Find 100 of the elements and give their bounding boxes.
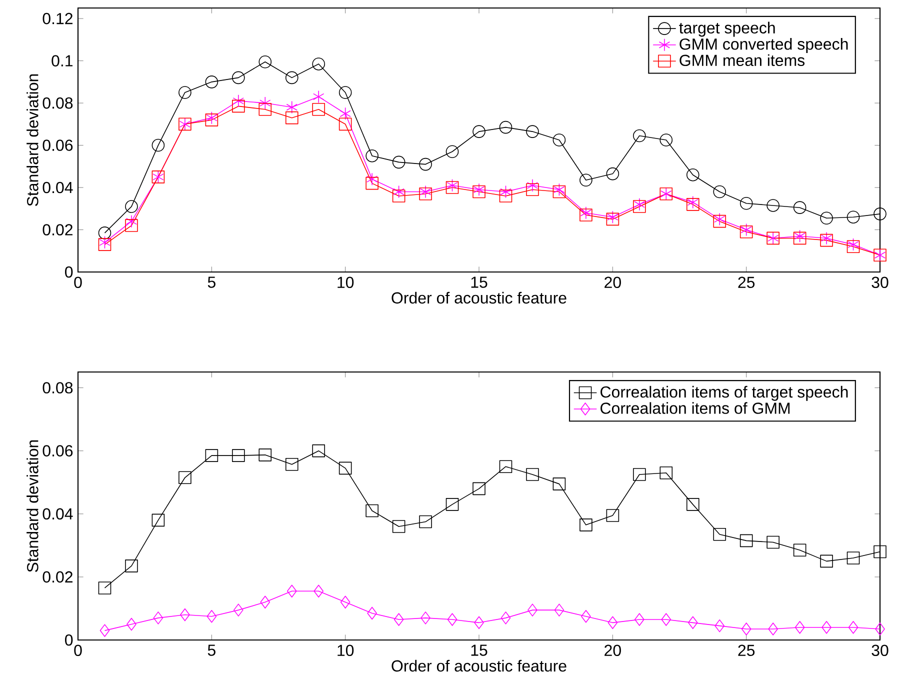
point xyxy=(125,200,138,213)
y-tick-label: 0 xyxy=(65,266,73,278)
point xyxy=(258,102,272,116)
y-axis-title: Standard deviation xyxy=(26,440,38,572)
point xyxy=(606,509,620,522)
point xyxy=(793,544,806,557)
point xyxy=(606,212,620,226)
point xyxy=(232,100,245,113)
point xyxy=(258,448,272,462)
y-tick-label: 0.1 xyxy=(52,55,73,66)
point xyxy=(286,100,298,114)
point xyxy=(846,552,860,564)
point xyxy=(232,449,245,462)
point xyxy=(232,94,244,108)
point xyxy=(794,230,806,242)
point xyxy=(285,111,298,124)
x-tick-label: 20 xyxy=(604,644,621,656)
point xyxy=(607,210,618,224)
point xyxy=(392,156,406,169)
point xyxy=(338,462,352,475)
point xyxy=(340,107,351,120)
y-tick-label: 0.06 xyxy=(42,140,73,151)
point xyxy=(286,584,297,598)
x-tick-label: 5 xyxy=(208,644,216,656)
point xyxy=(846,240,860,254)
point xyxy=(393,185,404,198)
y-tick-label: 0.04 xyxy=(42,508,73,520)
point xyxy=(419,515,432,528)
point xyxy=(608,616,618,630)
point xyxy=(313,90,324,104)
x-tick-label: 0 xyxy=(74,644,82,656)
point xyxy=(446,145,459,158)
point xyxy=(552,478,566,490)
point xyxy=(740,534,753,548)
point xyxy=(312,58,326,70)
point xyxy=(499,460,512,473)
y-tick-label: 0.12 xyxy=(42,12,72,24)
point xyxy=(793,201,806,214)
x-tick-label: 0 xyxy=(74,276,82,288)
point xyxy=(552,134,566,146)
y-tick-label: 0.08 xyxy=(42,382,73,394)
point xyxy=(152,138,165,152)
x-tick-label: 25 xyxy=(738,276,755,288)
point xyxy=(312,444,326,458)
y-tick-label: 0.06 xyxy=(42,445,73,456)
point xyxy=(447,613,458,626)
point xyxy=(234,604,244,616)
point xyxy=(420,612,430,624)
point xyxy=(660,466,673,480)
x-axis-title: Order of acoustic feature xyxy=(392,660,566,672)
point xyxy=(153,612,164,624)
point xyxy=(206,610,217,623)
point xyxy=(314,584,324,598)
point xyxy=(580,174,592,187)
x-tick-label: 30 xyxy=(872,276,888,288)
point xyxy=(660,134,673,146)
point xyxy=(392,190,406,202)
point xyxy=(499,190,512,202)
point xyxy=(285,71,298,84)
point xyxy=(580,206,592,220)
point xyxy=(474,616,484,630)
point xyxy=(580,208,592,222)
point xyxy=(419,158,432,171)
point xyxy=(686,168,700,182)
point xyxy=(874,208,886,220)
point xyxy=(125,560,138,572)
point xyxy=(205,76,218,88)
point xyxy=(312,102,326,116)
point xyxy=(766,199,780,212)
point xyxy=(472,125,486,138)
point xyxy=(500,612,511,624)
point xyxy=(366,176,378,190)
point xyxy=(100,624,110,637)
point xyxy=(874,545,886,558)
point xyxy=(366,149,378,162)
point xyxy=(367,606,377,620)
point xyxy=(848,238,859,251)
point xyxy=(740,196,753,210)
point xyxy=(526,183,539,196)
point xyxy=(338,118,352,131)
point xyxy=(848,620,858,634)
point xyxy=(580,518,592,532)
point xyxy=(528,604,538,616)
point xyxy=(686,198,700,211)
point xyxy=(794,620,805,634)
point xyxy=(687,196,698,209)
y-tick-label: 0.04 xyxy=(42,182,73,194)
point xyxy=(606,167,620,180)
point xyxy=(526,125,539,138)
point xyxy=(741,622,752,636)
x-tick-label: 5 xyxy=(208,276,216,288)
point xyxy=(581,610,591,623)
x-axis-title: Order of acoustic feature xyxy=(392,292,566,304)
y-tick-label: 0.02 xyxy=(42,224,72,236)
point xyxy=(205,114,218,126)
y-tick-label: 0 xyxy=(65,634,73,646)
point xyxy=(713,528,726,541)
x-tick-label: 10 xyxy=(338,644,354,656)
point xyxy=(846,210,860,224)
point xyxy=(713,185,726,198)
